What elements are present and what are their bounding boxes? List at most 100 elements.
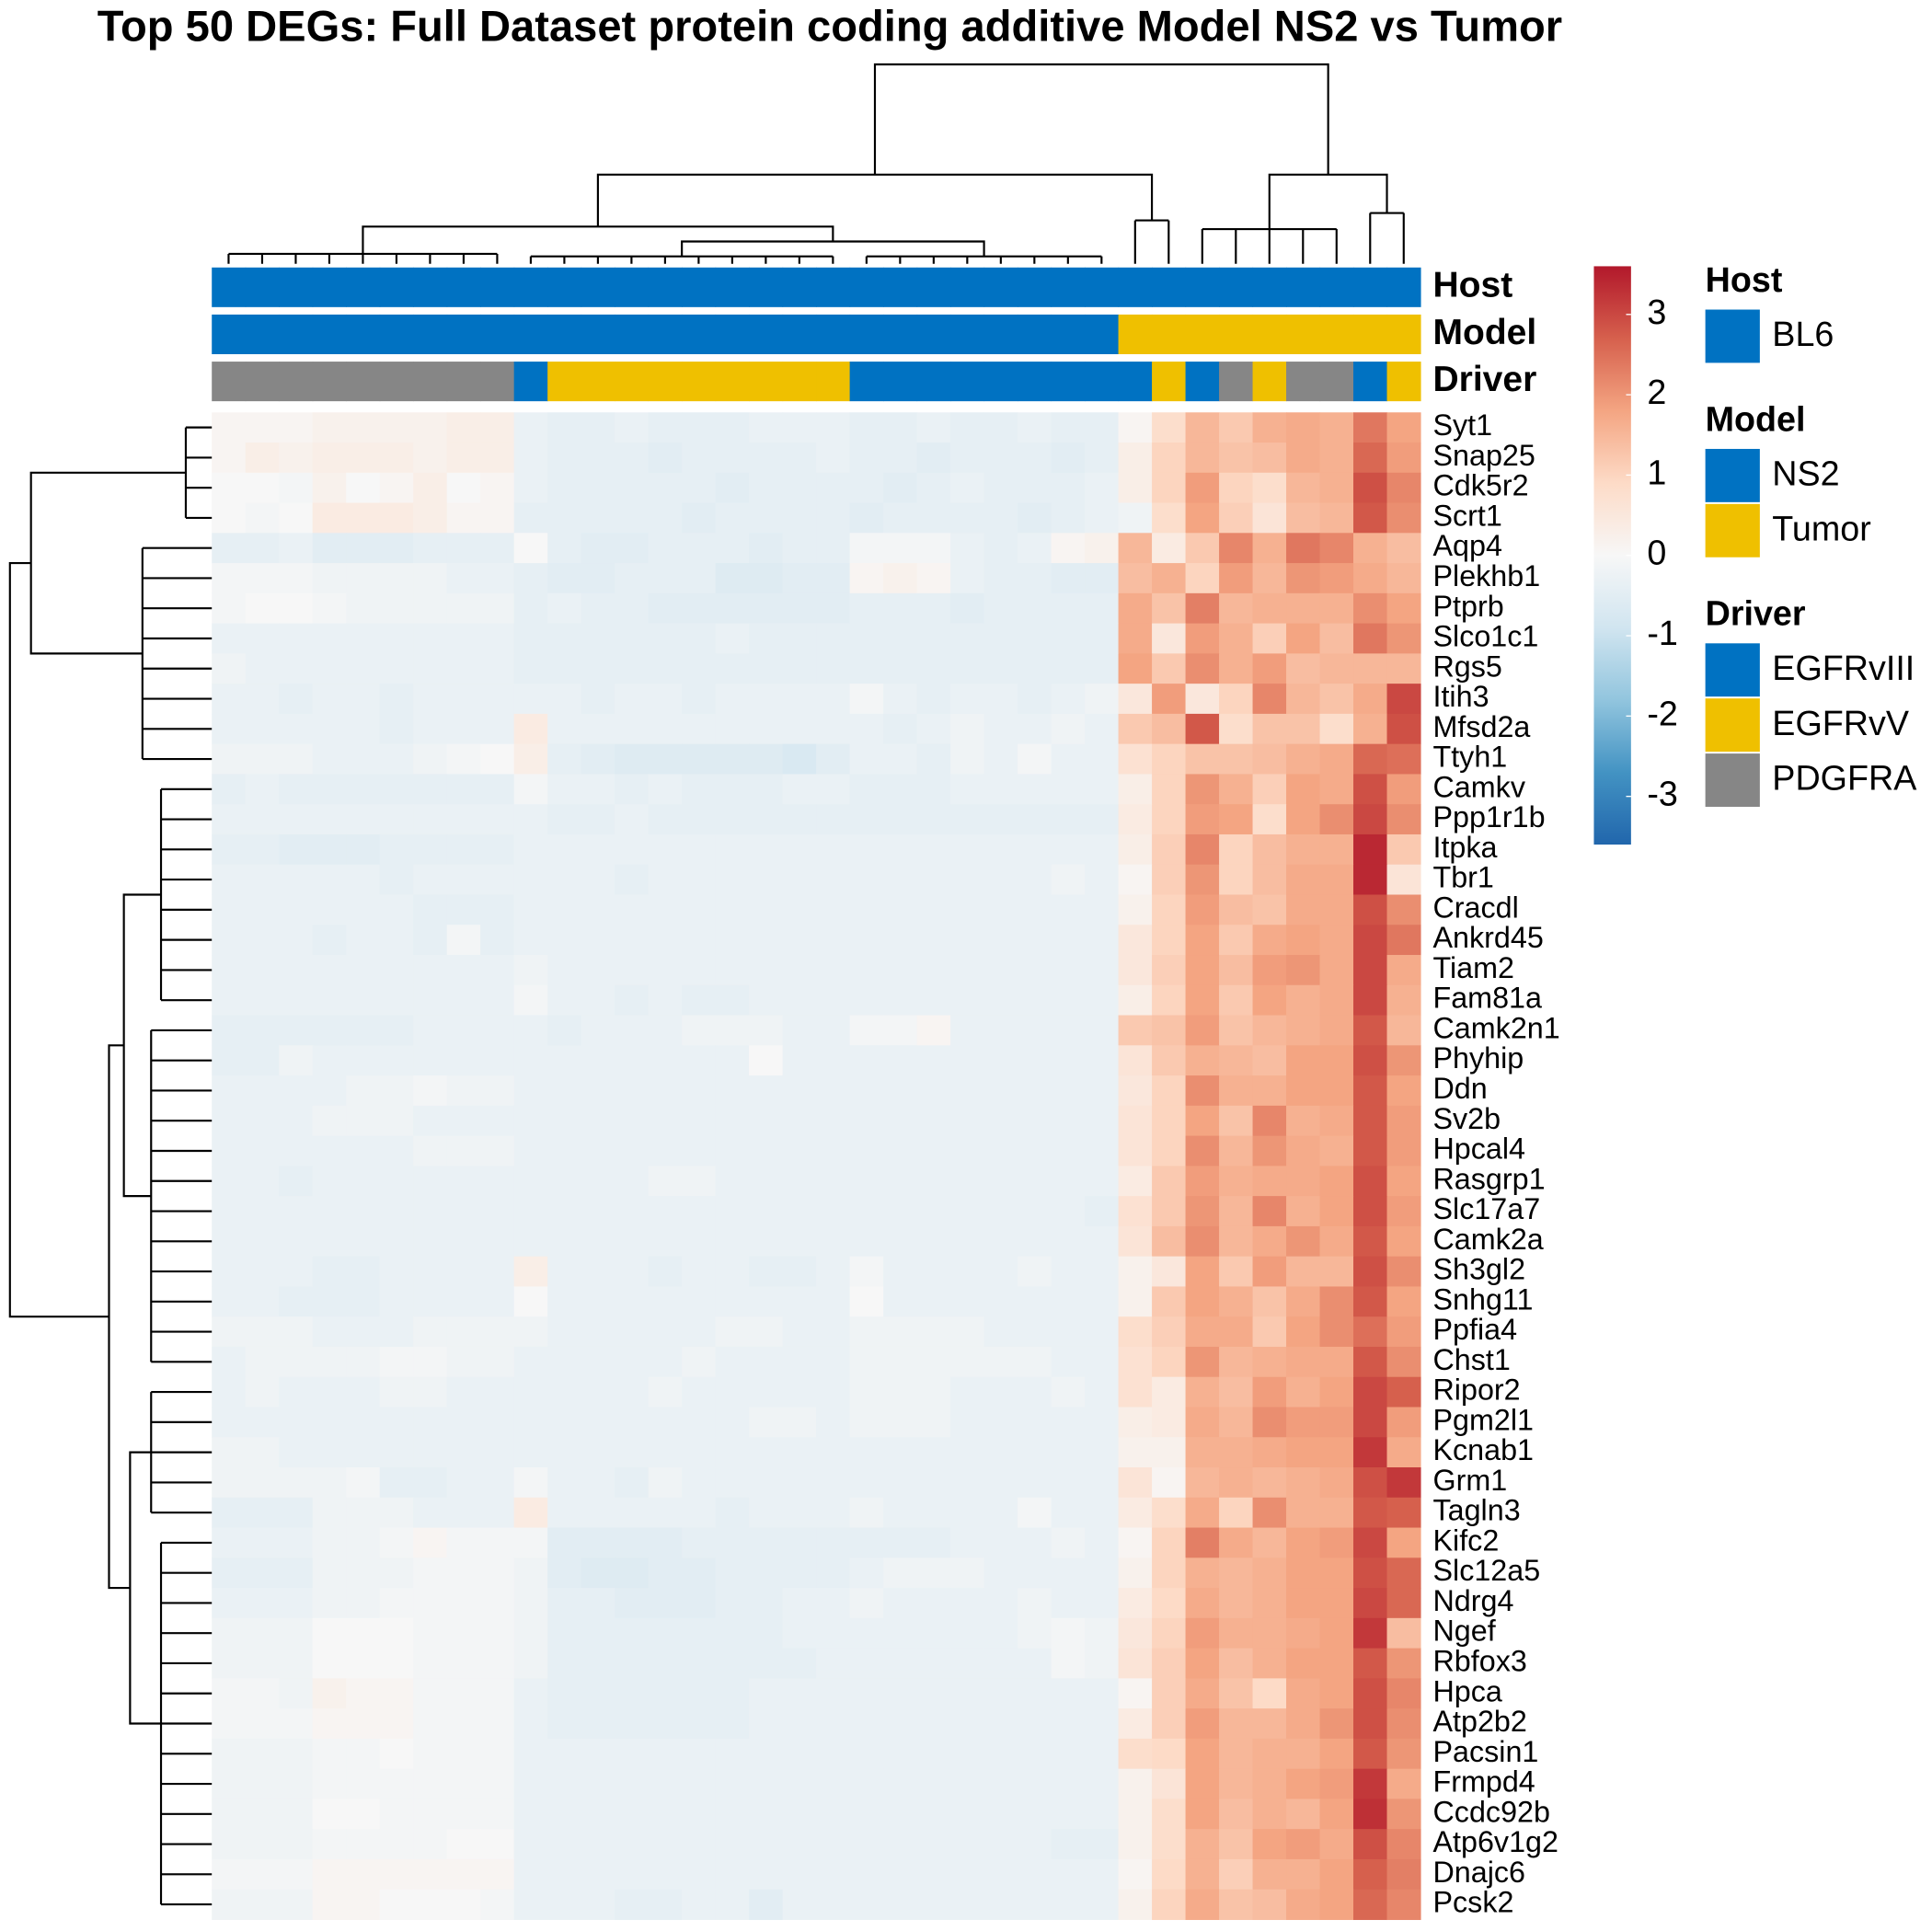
heatmap-cell bbox=[782, 1557, 817, 1589]
annotation-cell bbox=[1219, 267, 1254, 307]
heatmap-cell bbox=[816, 1196, 851, 1227]
heatmap-cell bbox=[983, 925, 1018, 956]
heatmap-cell bbox=[1185, 1105, 1220, 1137]
heatmap-cell bbox=[983, 1588, 1018, 1619]
heatmap-cell bbox=[916, 684, 951, 715]
heatmap-cell bbox=[379, 1467, 414, 1499]
heatmap-cell bbox=[983, 1437, 1018, 1468]
heatmap-cell bbox=[849, 1256, 884, 1287]
dendrogram bbox=[8, 562, 109, 1318]
row-label: Rasgrp1 bbox=[1432, 1162, 1545, 1195]
heatmap-cell bbox=[950, 1588, 985, 1619]
heatmap-cell bbox=[513, 1889, 548, 1921]
heatmap-cell bbox=[413, 533, 448, 564]
heatmap-cell bbox=[1085, 1075, 1120, 1107]
heatmap-cell bbox=[312, 1858, 347, 1891]
heatmap-cell bbox=[245, 533, 280, 564]
heatmap-cell bbox=[1219, 1708, 1254, 1740]
heatmap-cell bbox=[648, 1437, 683, 1468]
heatmap-cell bbox=[513, 1225, 548, 1258]
heatmap-cell bbox=[648, 1166, 683, 1197]
annotation-cell bbox=[480, 362, 515, 402]
heatmap-cell bbox=[883, 1708, 918, 1740]
heatmap-cell bbox=[346, 1648, 381, 1679]
heatmap-cell bbox=[782, 1316, 817, 1348]
heatmap-cell bbox=[212, 1166, 247, 1197]
heatmap-cell bbox=[615, 1799, 650, 1830]
heatmap-cell bbox=[1118, 1527, 1153, 1558]
heatmap-cell bbox=[715, 955, 750, 986]
heatmap-cell bbox=[1219, 894, 1254, 925]
heatmap-cell bbox=[1319, 864, 1354, 896]
heatmap-cell bbox=[413, 1286, 448, 1317]
heatmap-cell bbox=[480, 412, 515, 443]
heatmap-cell bbox=[279, 1708, 314, 1740]
heatmap-cell bbox=[1252, 804, 1287, 835]
heatmap-cell bbox=[1185, 623, 1220, 654]
heatmap-cell bbox=[983, 1648, 1018, 1679]
heatmap-cell bbox=[615, 1166, 650, 1197]
heatmap-cell bbox=[1185, 1166, 1220, 1197]
heatmap-cell bbox=[715, 774, 750, 805]
heatmap-cell bbox=[346, 713, 381, 745]
heatmap-cell bbox=[1252, 1316, 1287, 1348]
heatmap-cell bbox=[413, 472, 448, 504]
heatmap-cell bbox=[245, 443, 280, 474]
heatmap-cell bbox=[950, 684, 985, 715]
heatmap-cell bbox=[212, 833, 247, 866]
heatmap-cell bbox=[950, 412, 985, 443]
annotation-cell bbox=[816, 362, 851, 402]
heatmap-cell bbox=[749, 925, 784, 956]
heatmap-cell bbox=[916, 833, 951, 866]
heatmap-cell bbox=[1286, 774, 1321, 805]
heatmap-cell bbox=[1286, 412, 1321, 443]
heatmap-cell bbox=[849, 1376, 884, 1408]
heatmap-cell bbox=[1018, 1075, 1052, 1107]
annotation-cell bbox=[1051, 267, 1086, 307]
annotation-cell bbox=[279, 314, 314, 354]
heatmap-cell bbox=[547, 443, 582, 474]
heatmap-cell bbox=[782, 1075, 817, 1107]
heatmap-cell bbox=[883, 1316, 918, 1348]
heatmap-cell bbox=[379, 1889, 414, 1921]
heatmap-cell bbox=[1185, 1527, 1220, 1558]
heatmap-cell bbox=[782, 1196, 817, 1227]
heatmap-cell bbox=[547, 743, 582, 775]
heatmap-cell bbox=[1152, 1858, 1187, 1891]
dendrogram bbox=[159, 1541, 213, 1906]
heatmap-cell bbox=[1219, 804, 1254, 835]
heatmap-cell bbox=[413, 684, 448, 715]
heatmap-cell bbox=[1219, 533, 1254, 564]
heatmap-cell bbox=[749, 1708, 784, 1740]
annotation-cell bbox=[279, 362, 314, 402]
heatmap-cell bbox=[1252, 955, 1287, 986]
heatmap-cell bbox=[615, 1286, 650, 1317]
heatmap-cell bbox=[749, 1256, 784, 1287]
heatmap-cell bbox=[648, 1196, 683, 1227]
heatmap-cell bbox=[1286, 1678, 1321, 1709]
row-label: Ppfia4 bbox=[1432, 1313, 1517, 1346]
heatmap-cell bbox=[749, 1015, 784, 1046]
annotation-cell bbox=[245, 267, 280, 307]
heatmap-cell bbox=[682, 592, 717, 625]
heatmap-cell bbox=[1252, 1799, 1287, 1830]
heatmap-cell bbox=[849, 1196, 884, 1227]
heatmap-cell bbox=[480, 1407, 515, 1438]
heatmap-cell bbox=[547, 804, 582, 835]
heatmap-cell bbox=[1252, 412, 1287, 443]
heatmap-cell bbox=[715, 443, 750, 474]
row-label: Slc17a7 bbox=[1432, 1192, 1540, 1225]
heatmap-cell bbox=[1118, 743, 1153, 775]
heatmap-cell bbox=[916, 1768, 951, 1799]
heatmap-cell bbox=[1018, 1196, 1052, 1227]
heatmap-cell bbox=[1018, 925, 1052, 956]
heatmap-cell bbox=[916, 804, 951, 835]
heatmap-cell bbox=[1085, 1527, 1120, 1558]
heatmap-cell bbox=[816, 653, 851, 684]
heatmap-cell bbox=[1152, 1799, 1187, 1830]
heatmap-cell bbox=[1286, 925, 1321, 956]
heatmap-cell bbox=[346, 472, 381, 504]
heatmap-cell bbox=[513, 1316, 548, 1348]
annotation-cell bbox=[1085, 362, 1120, 402]
legend-label: EGFRvV bbox=[1772, 704, 1909, 742]
